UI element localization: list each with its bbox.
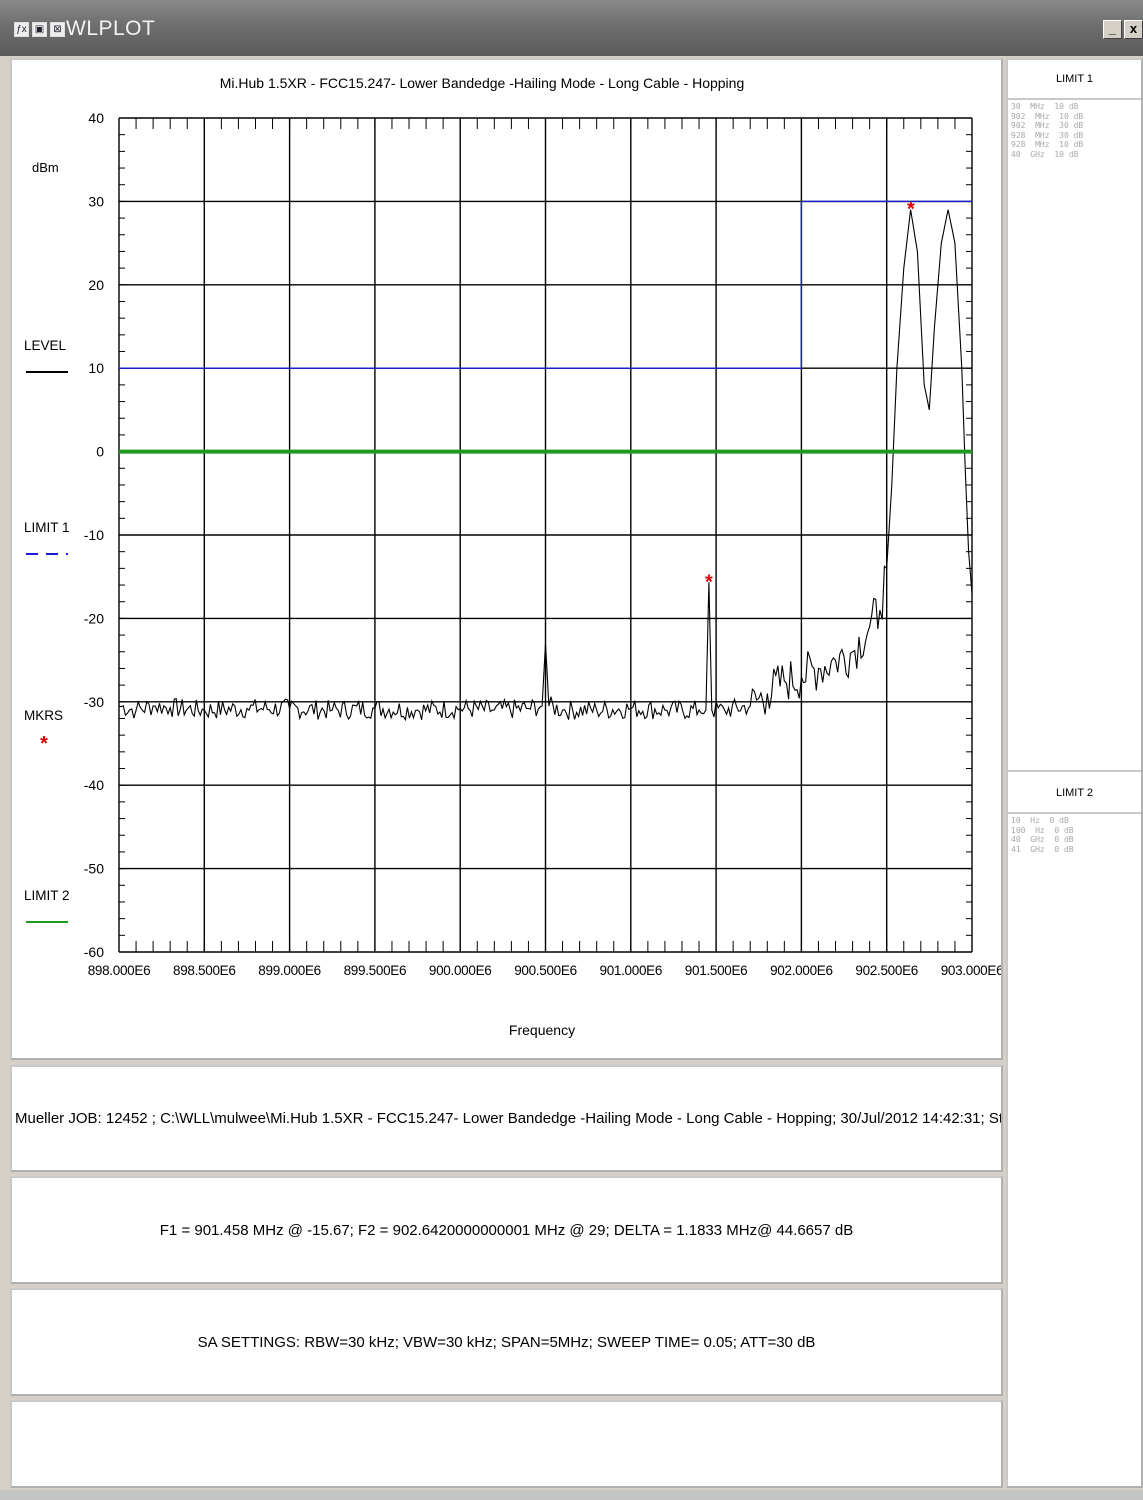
x-tick-label: 900.500E6 <box>514 963 577 978</box>
legend-label: MKRS <box>24 708 63 723</box>
sa-settings-text: SA SETTINGS: RBW=30 kHz; VBW=30 kHz; SPA… <box>197 1333 816 1351</box>
limits-divider <box>1008 770 1141 772</box>
window-titlebar[interactable]: ƒx ▣ ⊠ WLPLOT _ x <box>0 0 1143 56</box>
marker-info-text: F1 = 901.458 MHz @ -15.67; F2 = 902.6420… <box>159 1221 854 1239</box>
empty-panel <box>10 1400 1003 1488</box>
y-tick-label: -10 <box>84 527 104 543</box>
x-tick-label: 901.000E6 <box>599 963 662 978</box>
x-tick-label: 899.500E6 <box>344 963 407 978</box>
limit1-row: 928 MHz 10 dB <box>1011 140 1084 149</box>
close-button[interactable]: x <box>1124 20 1143 39</box>
marker-point: * <box>907 199 915 221</box>
chart-ticks <box>118 117 973 953</box>
limit1-row: 30 MHz 10 dB <box>1011 102 1079 111</box>
status-bar <box>0 1490 1143 1500</box>
sa-settings-panel: SA SETTINGS: RBW=30 kHz; VBW=30 kHz; SPA… <box>10 1288 1003 1396</box>
x-tick-label: 902.000E6 <box>770 963 833 978</box>
limit2-row: 41 GHz 0 dB <box>1011 844 1074 854</box>
app-icon: ƒx <box>14 22 29 37</box>
x-tick-label: 899.000E6 <box>258 963 321 978</box>
y-tick-label: 30 <box>88 193 104 209</box>
window-title: WLPLOT <box>66 17 156 40</box>
limit1-row: 40 GHz 10 dB <box>1011 149 1079 159</box>
chart-legend: LEVEL LIMIT 1 MKRS * LIMIT 2 <box>24 338 70 923</box>
x-tick-label: 900.000E6 <box>429 963 492 978</box>
x-tick-label: 903.000E6 <box>941 963 1001 978</box>
limit1-line <box>119 200 972 369</box>
limit1-table: 30 MHz 10 dB 902 MHz 10 dB 902 MHz 30 dB 92… <box>1011 102 1083 159</box>
plot-panel: * * 40 30 20 10 0 -10 -20 -30 -40 -50 -60 898.000E6 8… <box>10 58 1003 1060</box>
limit2-table: 10 Hz 0 dB 100 Hz 0 dB 40 GHz 0 dB 41 GHz 0… <box>1011 816 1074 854</box>
limit2-row: 40 GHz 0 dB <box>1011 835 1074 844</box>
marker-info-panel: F1 = 901.458 MHz @ -15.67; F2 = 902.6420… <box>10 1176 1003 1284</box>
limit2-row: 10 Hz 0 dB <box>1011 816 1069 825</box>
marker-point: * <box>705 571 713 593</box>
y-tick-label: 10 <box>88 360 104 376</box>
legend-label: LIMIT 1 <box>24 520 70 535</box>
x-tick-label: 902.500E6 <box>855 963 918 978</box>
y-tick-label: 0 <box>96 444 104 460</box>
legend-label: LEVEL <box>24 338 67 353</box>
x-tick-label: 901.500E6 <box>685 963 748 978</box>
chart-series: ** <box>118 199 973 722</box>
y-tick-label: -60 <box>84 944 104 960</box>
y-tick-label: -20 <box>84 610 104 626</box>
y-tick-label: -40 <box>84 777 104 793</box>
y-tick-label: 40 <box>88 110 104 126</box>
x-axis-label: Frequency <box>509 1022 575 1038</box>
minimize-button[interactable]: _ <box>1103 20 1122 39</box>
y-axis-label: dBm <box>32 160 59 175</box>
chart-title: Mi.Hub 1.5XR - FCC15.247- Lower Bandedge… <box>220 75 745 91</box>
legend-label: LIMIT 2 <box>24 888 70 903</box>
limit2-row: 100 Hz 0 dB <box>1011 825 1074 835</box>
limit2-header: LIMIT 2 <box>1008 774 1141 814</box>
window-icon-2: ⊠ <box>50 22 65 37</box>
limit1-row: 928 MHz 30 dB <box>1011 130 1084 140</box>
y-tick-label: -30 <box>84 694 104 710</box>
x-tick-label: 898.000E6 <box>88 963 151 978</box>
y-tick-label: 20 <box>88 277 104 293</box>
limit1-header: LIMIT 1 <box>1008 60 1141 100</box>
legend-marker: * <box>40 733 48 755</box>
limit1-row: 902 MHz 30 dB <box>1011 121 1084 130</box>
window-icon-1: ▣ <box>32 22 47 37</box>
x-tick-label: 898.500E6 <box>173 963 236 978</box>
chart-grid <box>118 117 973 953</box>
level-trace <box>118 209 973 722</box>
limits-panel: LIMIT 1 30 MHz 10 dB 902 MHz 10 dB 902 MHz… <box>1006 58 1143 1488</box>
limit1-row: 902 MHz 10 dB <box>1011 111 1084 121</box>
y-tick-label: -50 <box>84 861 104 877</box>
job-info-panel: Mueller JOB: 12452 ; C:\WLL\mulwee\Mi.Hu… <box>10 1065 1003 1172</box>
job-info-text: Mueller JOB: 12452 ; C:\WLL\mulwee\Mi.Hu… <box>15 1110 1003 1127</box>
chart-labels: 40 30 20 10 0 -10 -20 -30 -40 -50 -60 898.000E6 898.… <box>32 75 1001 1038</box>
